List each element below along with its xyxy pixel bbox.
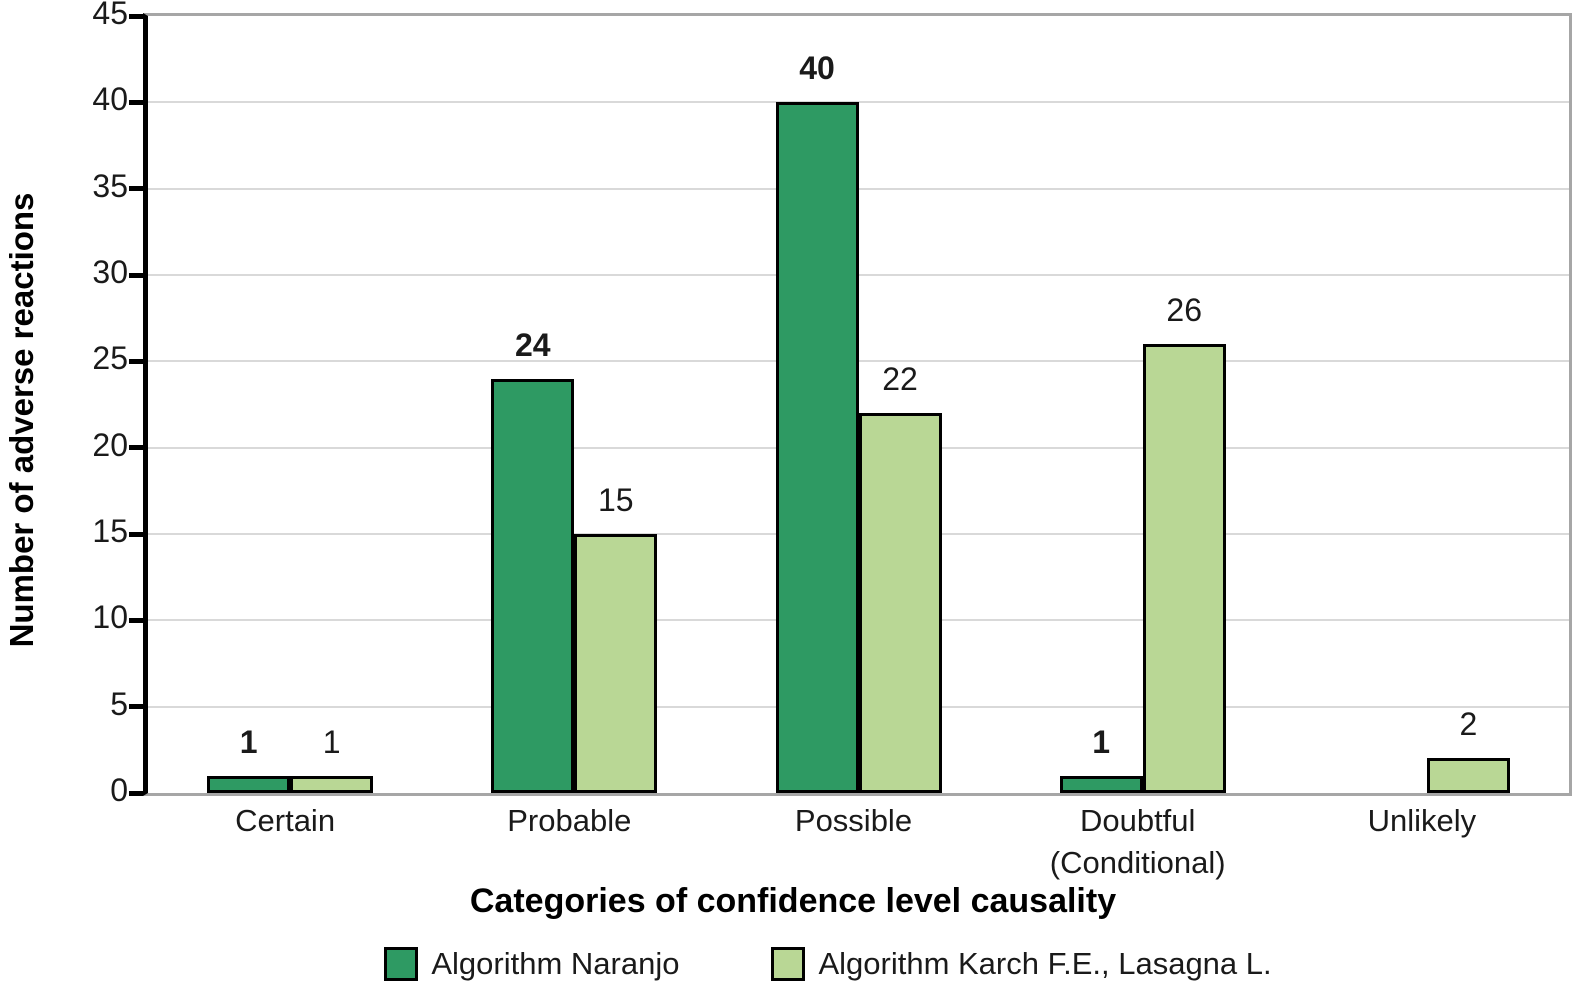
y-tick-mark-10 bbox=[129, 617, 143, 623]
y-tick-mark-35 bbox=[129, 186, 143, 192]
plot-area: 1 24 40 1 1 15 22 26 2 bbox=[129, 13, 1572, 796]
y-axis-title: Number of adverse reactions bbox=[3, 192, 40, 648]
legend-swatch-algorithm-karch-f-e-lasagna-l bbox=[771, 947, 806, 981]
value-label-algorithm-karch-f-e-lasagna-l-possible: 22 bbox=[882, 361, 918, 398]
bar-algorithm-karch-f-e-lasagna-l-doubtful-conditional bbox=[1142, 344, 1226, 793]
legend: Algorithm Naranjo Algorithm Karch F.E., L… bbox=[35, 946, 1586, 982]
bar-algorithm-naranjo-possible bbox=[775, 102, 859, 793]
gridline-35 bbox=[148, 187, 1569, 190]
bar-algorithm-naranjo-doubtful-conditional bbox=[1059, 775, 1143, 793]
value-label-algorithm-naranjo-probable: 24 bbox=[515, 326, 551, 363]
y-tick-mark-45 bbox=[129, 13, 143, 19]
y-tick-label-40: 40 bbox=[92, 81, 128, 118]
bar-algorithm-karch-f-e-lasagna-l-certain bbox=[290, 775, 374, 793]
y-tick-label-0: 0 bbox=[110, 772, 128, 808]
bar-algorithm-naranjo-certain bbox=[207, 775, 291, 793]
y-tick-mark-25 bbox=[129, 358, 143, 364]
bar-algorithm-karch-f-e-lasagna-l-possible bbox=[858, 413, 942, 793]
legend-entry-algorithm-naranjo: Algorithm Naranjo bbox=[384, 946, 679, 982]
x-axis-title: Categories of confidence level causality bbox=[469, 882, 1117, 920]
legend-swatch-algorithm-naranjo bbox=[384, 947, 419, 981]
x-category-label-certain: Certain bbox=[235, 803, 336, 838]
value-label-algorithm-naranjo-certain: 1 bbox=[239, 723, 258, 760]
y-tick-label-45: 45 bbox=[92, 0, 128, 31]
legend-label-algorithm-naranjo: Algorithm Naranjo bbox=[431, 946, 680, 981]
y-tick-mark-40 bbox=[129, 99, 143, 105]
x-category-label-possible: Possible bbox=[794, 803, 913, 838]
bar-algorithm-karch-f-e-lasagna-l-unlikely bbox=[1426, 758, 1510, 793]
y-tick-label-30: 30 bbox=[92, 254, 128, 290]
y-tick-label-25: 25 bbox=[92, 340, 128, 377]
y-tick-label-15: 15 bbox=[92, 513, 128, 549]
y-tick-label-5: 5 bbox=[110, 685, 128, 722]
legend-label-algorithm-karch-f-e-lasagna-l: Algorithm Karch F.E., Lasagna L. bbox=[818, 946, 1272, 981]
gridline-40 bbox=[148, 101, 1569, 104]
x-category-label-doubtful-conditional: Doubtful (Conditional) bbox=[1049, 803, 1226, 880]
y-tick-mark-5 bbox=[129, 704, 143, 710]
legend-entry-algorithm-karch-f-e-lasagna-l: Algorithm Karch F.E., Lasagna L. bbox=[771, 946, 1272, 982]
y-tick-mark-20 bbox=[129, 445, 143, 451]
gridline-30 bbox=[148, 274, 1569, 276]
y-tick-mark-0 bbox=[129, 790, 143, 796]
value-label-algorithm-karch-f-e-lasagna-l-certain: 1 bbox=[322, 723, 341, 760]
x-category-label-unlikely: Unlikely bbox=[1367, 803, 1477, 838]
value-label-algorithm-karch-f-e-lasagna-l-doubtful-conditional: 26 bbox=[1166, 292, 1202, 329]
value-label-algorithm-naranjo-doubtful-conditional: 1 bbox=[1092, 723, 1111, 760]
x-category-label-probable: Probable bbox=[507, 803, 632, 838]
y-tick-mark-30 bbox=[129, 272, 143, 278]
gridline-25 bbox=[148, 360, 1569, 363]
value-label-algorithm-karch-f-e-lasagna-l-unlikely: 2 bbox=[1459, 706, 1478, 743]
y-tick-mark-15 bbox=[129, 531, 143, 537]
bar-algorithm-karch-f-e-lasagna-l-probable bbox=[574, 534, 658, 793]
y-tick-label-20: 20 bbox=[92, 426, 128, 463]
y-tick-label-10: 10 bbox=[92, 599, 128, 636]
y-tick-label-35: 35 bbox=[92, 167, 128, 204]
value-label-algorithm-naranjo-possible: 40 bbox=[799, 50, 835, 87]
value-label-algorithm-karch-f-e-lasagna-l-probable: 15 bbox=[598, 482, 634, 518]
bar-algorithm-naranjo-probable bbox=[491, 378, 575, 793]
